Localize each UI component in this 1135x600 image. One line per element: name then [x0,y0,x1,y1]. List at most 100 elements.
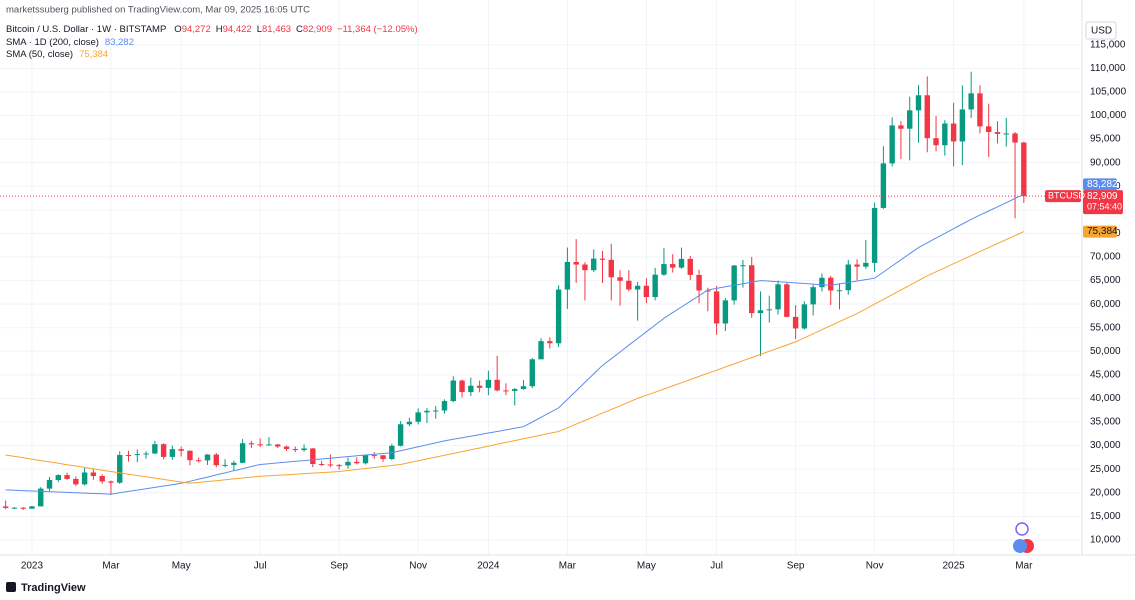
candle-body [836,290,843,292]
y-tick-label: 20,000 [1090,487,1121,498]
y-tick-label: 65,000 [1090,275,1121,286]
candle-body [55,475,61,481]
legend-line: SMA · 1D (200, close) 83,282 [6,37,134,48]
y-tick-label: 35,000 [1090,417,1121,428]
candle-body [766,309,772,311]
candle-body [441,401,448,411]
sma-line [5,231,1025,484]
candle-body [792,316,799,329]
symbol-tag [1045,190,1081,203]
x-tick-label: Sep [787,561,805,572]
candle-body [924,95,930,139]
candle-body [327,464,334,466]
price-tag-label: 75,384 [1087,226,1118,237]
candle-body [38,488,44,507]
legend-value: 83,282 [105,37,134,48]
candle-body [854,264,860,267]
price-tag-label: 83,282 [1087,179,1118,190]
candle-body [889,125,895,164]
y-tick-label: 90,000 [1090,157,1121,168]
brand-logo [6,582,16,592]
candle-body [362,455,369,464]
chart-icons [1013,522,1034,553]
ohlc-key: O [174,24,181,35]
candle-body [898,125,904,129]
candle-body [371,455,377,457]
y-tick-label: 55,000 [1090,322,1121,333]
ohlc-key: H [216,24,223,35]
candle-body [547,341,553,344]
sma-line [5,193,1025,495]
candle-body [345,461,351,466]
x-tick-label: 2024 [477,561,500,572]
legend-value: 75,384 [79,49,108,60]
candle-body [757,310,764,314]
candle-body [731,265,737,301]
ohlc-value: 94,422 [223,24,252,35]
x-tick-label: Mar [559,561,577,572]
candle-body [1021,142,1027,197]
candle-body [608,259,614,278]
candle-body [73,478,79,485]
ohlc-key: C [296,24,303,35]
candle-body [784,284,790,317]
y-tick-label: 10,000 [1090,535,1121,546]
axis-unit: USD [1091,26,1112,37]
candle-body [292,448,298,451]
candle-body [705,290,711,292]
flag-icon [1013,539,1027,553]
candle-body [915,95,922,111]
candle-body [275,444,281,447]
candle-body [986,126,992,133]
candle-body [196,460,202,462]
x-tick-label: Sep [330,561,348,572]
candle-body [828,277,834,291]
candle-body [248,443,255,445]
ohlc-value: 82,909 [303,24,332,35]
change-value: −11,364 (−12.05%) [337,24,418,35]
candle-body [529,359,535,387]
candle-body [213,454,219,466]
event-icon [1015,522,1029,536]
grid [0,0,1080,555]
candle-body [459,380,465,393]
legend-name: SMA · 1D (200, close) [6,37,99,48]
candle-body [152,444,158,454]
candle-body [108,481,114,483]
ohlc-value: 81,463 [262,24,291,35]
candle-body [310,448,316,464]
candle-body [626,280,632,290]
x-tick-label: Jul [710,561,723,572]
candle-body [187,450,193,461]
candle-body [801,304,808,329]
candle-body [143,453,149,455]
candle-body [468,385,474,393]
candle-body [845,264,851,291]
candle-body [775,284,781,310]
candle-body [564,261,571,290]
candle-body [318,463,325,465]
candle-body [994,132,1001,134]
candle-body [222,464,228,466]
candle-body [907,110,913,129]
candle-body [977,93,983,127]
ohlc-key: L [257,24,262,35]
x-tick-label: May [172,561,191,572]
candle-body [266,444,272,446]
x-tick-label: Jul [254,561,267,572]
unit-box [1085,21,1117,40]
candle-body [415,412,421,422]
y-tick-label: 60,000 [1090,299,1121,310]
candle-body [2,506,9,508]
candle-body [749,265,755,314]
y-tick-label: 25,000 [1090,464,1121,475]
ohlc-value: 94,272 [182,24,211,35]
legend-name: SMA (50, close) [6,49,73,60]
candle-body [819,277,825,288]
y-tick-label: 15,000 [1090,511,1121,522]
y-tick-label: 40,000 [1090,393,1121,404]
candle-body [950,123,957,142]
y-tick-label: 50,000 [1090,346,1121,357]
candle-body [494,379,500,391]
